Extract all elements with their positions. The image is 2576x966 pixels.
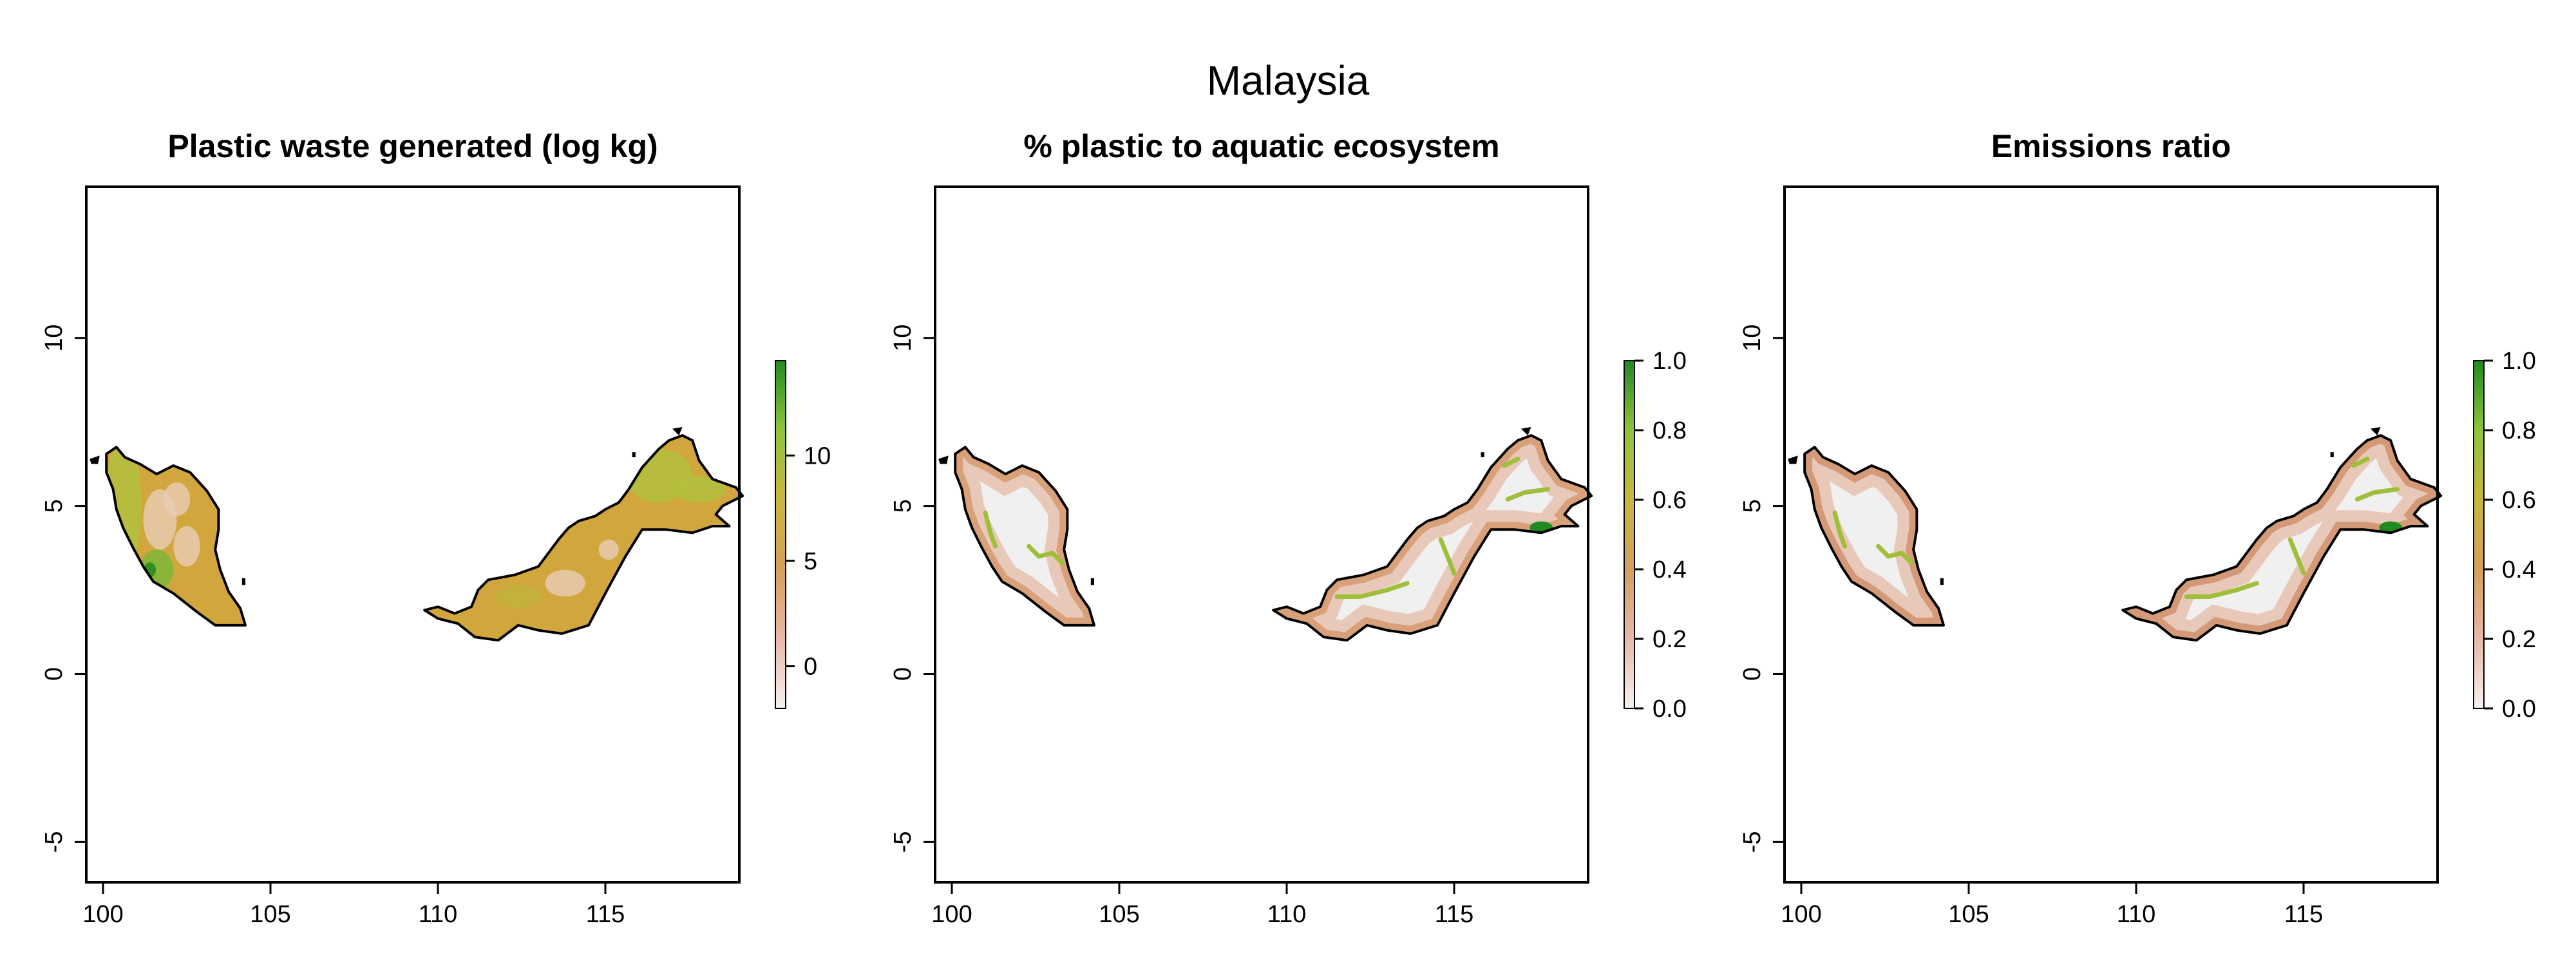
- coastline: [423, 434, 744, 642]
- x-tick-label: 100: [931, 901, 972, 928]
- coastline: [1803, 446, 1945, 627]
- y-tick-label: 5: [41, 499, 68, 513]
- colorbar-tick-label: 0.2: [1653, 626, 1687, 653]
- colorbar-tick-label: 10: [804, 442, 831, 469]
- panel-title: Plastic waste generated (log kg): [167, 128, 658, 164]
- island: [1090, 578, 1094, 585]
- colorbar-ramp: [1624, 360, 1635, 709]
- island: [672, 427, 683, 436]
- island: [1521, 427, 1531, 436]
- x-tick-label: 105: [1099, 901, 1139, 928]
- colorbar-tick-label: 0.0: [1653, 696, 1687, 723]
- y-tick-label: 0: [1739, 667, 1766, 681]
- x-tick-label: 115: [2284, 901, 2324, 928]
- y-tick-label: -5: [1739, 831, 1766, 853]
- panel-title: % plastic to aquatic ecosystem: [1023, 128, 1499, 164]
- colorbar: 0 5 10: [775, 360, 831, 709]
- coastline: [105, 446, 247, 627]
- land-fill: [1804, 435, 2441, 641]
- island: [2330, 452, 2334, 457]
- coastline: [1272, 434, 1593, 642]
- island: [1481, 452, 1484, 457]
- colorbar-tick-label: 0: [804, 654, 817, 681]
- island: [242, 578, 245, 585]
- island: [90, 455, 100, 464]
- colorbar-tick-label: 5: [804, 548, 817, 575]
- colorbar-tick-label: 0.8: [1653, 417, 1687, 444]
- coastline: [2121, 434, 2443, 642]
- y-tick-label: 0: [41, 667, 68, 681]
- x-tick-label: 100: [82, 901, 123, 928]
- colorbar-tick-label: 0.8: [2502, 417, 2536, 444]
- x-tick-label: 105: [1948, 901, 1989, 928]
- y-tick-label: -5: [41, 831, 68, 853]
- y-tick-label: 5: [889, 499, 916, 513]
- y-tick-label: 10: [1739, 325, 1766, 352]
- x-tick-label: 110: [1267, 901, 1307, 928]
- land-fill: [955, 435, 1592, 641]
- colorbar-tick-label: 0.2: [2502, 626, 2536, 653]
- land-fill: [106, 435, 739, 641]
- colorbar: 0.0 0.2 0.4 0.6 0.8 1.0: [1624, 348, 1687, 723]
- island: [1788, 455, 1798, 464]
- figure-title: Malaysia: [1206, 57, 1370, 104]
- colorbar-ramp: [775, 360, 786, 709]
- y-tick-label: 10: [889, 325, 916, 352]
- x-tick-label: 100: [1781, 901, 1821, 928]
- x-tick-label: 110: [2117, 901, 2156, 928]
- y-tick-label: 5: [1739, 499, 1766, 513]
- y-tick-label: -5: [889, 831, 916, 853]
- plot-frame: [85, 185, 741, 884]
- island: [938, 455, 949, 464]
- colorbar-tick-label: 0.6: [1653, 487, 1687, 514]
- x-tick-label: 110: [419, 901, 458, 928]
- colorbar-tick-label: 0.6: [2502, 487, 2536, 514]
- y-tick-label: 0: [889, 667, 916, 681]
- x-tick-label: 115: [586, 901, 625, 928]
- plot-frame: [934, 185, 1589, 884]
- colorbar-tick-label: 0.4: [1653, 556, 1687, 583]
- x-tick-label: 115: [1435, 901, 1474, 928]
- x-tick-label: 105: [250, 901, 290, 928]
- colorbar-tick-label: 1.0: [2502, 348, 2536, 375]
- plot-frame: [1783, 185, 2439, 884]
- y-tick-label: 10: [41, 325, 68, 352]
- colorbar: 0.0 0.2 0.4 0.6 0.8 1.0: [2473, 348, 2536, 723]
- colorbar-ramp: [2473, 360, 2485, 709]
- island: [2371, 427, 2381, 436]
- island: [1940, 578, 1944, 585]
- island: [632, 452, 636, 457]
- coastline: [954, 446, 1095, 627]
- colorbar-tick-label: 0.4: [2502, 556, 2536, 583]
- colorbar-tick-label: 0.0: [2502, 696, 2536, 723]
- panel-title: Emissions ratio: [1991, 128, 2231, 164]
- colorbar-tick-label: 1.0: [1653, 348, 1687, 375]
- panel-1: Plastic waste generated (log kg)100 105 11…: [41, 128, 831, 928]
